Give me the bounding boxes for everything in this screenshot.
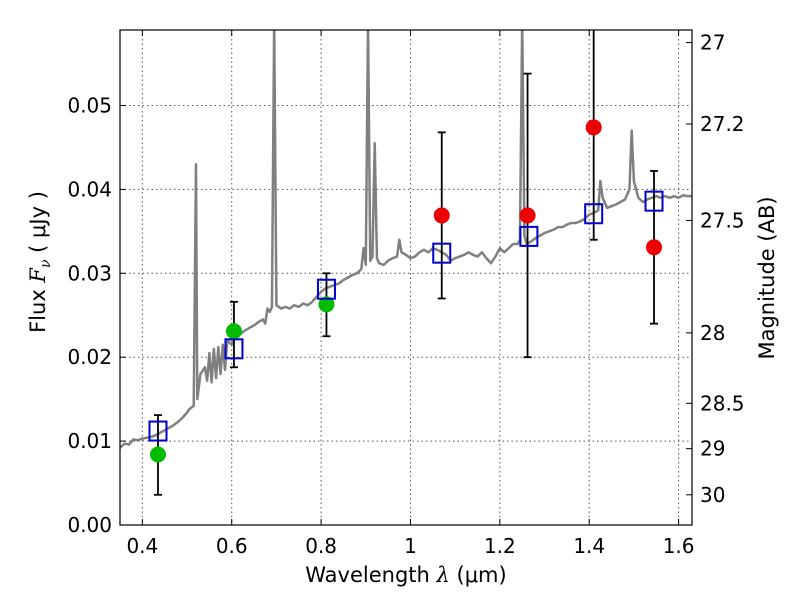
y2-tick-label: 29 [700, 437, 725, 461]
green-data-point [149, 446, 166, 463]
x-tick-label: 1.2 [484, 534, 516, 558]
red-data-point [646, 239, 663, 256]
green-data-point [318, 296, 335, 313]
model-square-point [224, 338, 244, 360]
model-square-point [432, 242, 452, 264]
x-tick-label: 0.8 [305, 534, 337, 558]
markers [148, 30, 664, 496]
x-tick-label: 1.4 [573, 534, 605, 558]
y-tick-label: 0.02 [67, 345, 112, 369]
y2-tick-label: 30 [700, 483, 725, 507]
model-square-point [316, 278, 336, 300]
x-tick-label: 1 [404, 534, 417, 558]
model-square-point [519, 225, 539, 247]
red-data-point [433, 207, 450, 224]
plot-area [120, 30, 692, 449]
y-tick-label: 0.03 [67, 261, 112, 285]
x-axis-title: Wavelength λ (μm) [305, 563, 506, 587]
axis-ticks: 0.4 0.6 0.8 1 1.2 1.4 1.6 0.00 0.01 0.02 0.03 0.04 0… [67, 30, 745, 558]
x-tick-label: 1.6 [663, 534, 695, 558]
y-tick-label: 0.05 [67, 94, 112, 118]
x-tick-label: 0.6 [216, 534, 248, 558]
model-square-point [644, 190, 664, 212]
y2-tick-label: 27.2 [700, 112, 745, 136]
y2-tick-label: 27.5 [700, 208, 745, 232]
y2-tick-label: 28.5 [700, 391, 745, 415]
y-tick-label: 0.00 [67, 513, 112, 537]
plot-frame [119, 29, 693, 526]
y2-tick-label: 28 [700, 321, 725, 345]
model-square-point [148, 420, 168, 442]
grid-lines [120, 30, 692, 525]
red-data-point [519, 207, 536, 224]
y-tick-label: 0.04 [67, 177, 112, 201]
red-data-point [585, 119, 602, 136]
y2-axis-title: Magnitude (AB) [755, 196, 779, 359]
green-data-point [225, 323, 242, 340]
x-tick-label: 0.4 [126, 534, 158, 558]
y-tick-label: 0.01 [67, 429, 112, 453]
y2-tick-label: 27 [700, 31, 725, 55]
spectrum-line [120, 30, 692, 449]
y-axis-title: Flux Fν ( μJy ) [26, 191, 54, 333]
model-square-point [584, 203, 604, 225]
